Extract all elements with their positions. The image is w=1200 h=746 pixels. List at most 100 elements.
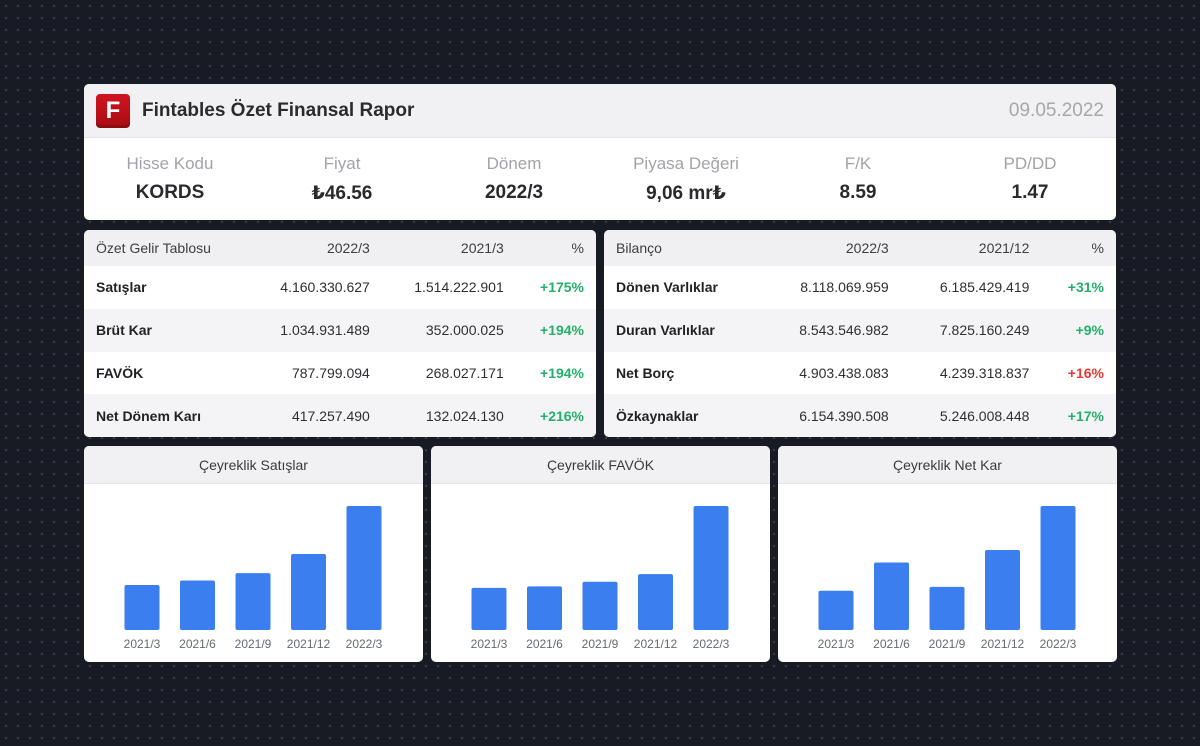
change-percent: +17% xyxy=(1067,407,1104,424)
x-tick-label: 2021/6 xyxy=(873,637,910,651)
column-header: 2022/3 xyxy=(845,240,889,256)
metric-label: F/K xyxy=(844,154,872,173)
metric-value: KORDS xyxy=(135,182,205,203)
chart-title: Çeyreklik Net Kar xyxy=(778,446,1117,484)
x-tick-label: 2022/3 xyxy=(1040,637,1077,651)
chart-bar xyxy=(346,506,382,630)
table-row: Dönen Varlıklar 8.118.069.959 6.185.429.41… xyxy=(604,266,1116,309)
chart-bar xyxy=(527,586,562,630)
income-statement-table: Özet Gelir Tablosu 2022/3 2021/3 % Satış… xyxy=(84,230,596,437)
current-value: 417.257.490 xyxy=(291,407,370,424)
metric-pe: F/K 8.59 xyxy=(772,138,944,220)
column-header: Bilanço xyxy=(616,240,662,256)
chart-bar xyxy=(471,587,507,630)
row-label: Net Borç xyxy=(616,364,675,381)
metric-label: Fiyat xyxy=(323,153,361,173)
row-label: Satışlar xyxy=(96,279,147,296)
chart-bar xyxy=(1040,506,1076,630)
metric-stock-code: Hisse Kodu KORDS xyxy=(84,138,256,220)
x-tick-label: 2021/12 xyxy=(634,637,678,651)
chart-title: Çeyreklik Satışlar xyxy=(84,446,423,484)
chart-bar xyxy=(818,590,854,630)
quarterly-ebitda-chart-card: Çeyreklik FAVÖK 2021/3 2021/6 2021/9 2021/1… xyxy=(431,446,770,662)
table-row: Net Dönem Karı 417.257.490 132.024.130 +216… xyxy=(84,394,596,437)
row-label: Brüt Kar xyxy=(96,322,153,339)
current-value: 8.118.069.959 xyxy=(800,279,889,296)
change-percent: +9% xyxy=(1075,322,1104,339)
metric-market-cap: Piyasa Değeri 9,06 mr₺ xyxy=(600,138,772,220)
metric-label: Hisse Kodu xyxy=(126,154,214,173)
current-value: 4.160.330.627 xyxy=(280,279,370,296)
balance-sheet-card: Bilanço 2022/3 2021/12 % Dönen Varlıklar… xyxy=(604,230,1116,437)
balance-sheet-table: Bilanço 2022/3 2021/12 % Dönen Varlıklar… xyxy=(604,230,1116,437)
metric-value: 9,06 mr₺ xyxy=(646,182,726,204)
row-label: FAVÖK xyxy=(96,364,144,381)
x-tick-label: 2021/9 xyxy=(582,637,619,651)
change-percent: +216% xyxy=(540,407,584,424)
table-row: Satışlar 4.160.330.627 1.514.222.901 +175% xyxy=(84,266,596,309)
quarterly-net-profit-chart-card: Çeyreklik Net Kar 2021/3 2021/6 2021/9 2021… xyxy=(778,446,1117,662)
table-row: Duran Varlıklar 8.543.546.982 7.825.160.24… xyxy=(604,308,1116,352)
chart-bar xyxy=(235,573,271,630)
x-tick-label: 2021/9 xyxy=(929,637,966,651)
x-tick-label: 2022/3 xyxy=(693,637,730,651)
x-tick-label: 2021/3 xyxy=(124,637,161,651)
previous-value: 1.514.222.901 xyxy=(414,279,504,296)
chart-bar xyxy=(180,580,215,630)
x-tick-label: 2022/3 xyxy=(346,637,383,651)
change-percent: +31% xyxy=(1067,279,1104,296)
column-header: 2022/3 xyxy=(326,240,370,256)
chart-bar xyxy=(291,553,326,630)
previous-value: 132.024.130 xyxy=(425,407,504,424)
change-percent: +194% xyxy=(540,364,584,381)
table-header-row: Bilanço 2022/3 2021/12 % xyxy=(604,230,1116,266)
quarterly-sales-chart-card: Çeyreklik Satışlar 2021/3 2021/6 2021/9 202… xyxy=(84,446,423,662)
row-label: Özkaynaklar xyxy=(616,407,699,424)
previous-value: 6.185.429.419 xyxy=(939,279,1030,296)
x-tick-label: 2021/6 xyxy=(179,637,216,651)
chart-bar xyxy=(929,586,965,630)
metric-value: 8.59 xyxy=(839,182,877,203)
chart-bar xyxy=(582,581,618,630)
fintables-logo-icon: F xyxy=(96,93,130,128)
row-label: Net Dönem Karı xyxy=(96,407,202,424)
current-value: 6.154.390.508 xyxy=(799,407,889,424)
table-row: FAVÖK 787.799.094 268.027.171 +194% xyxy=(84,352,596,395)
previous-value: 352.000.025 xyxy=(425,322,504,339)
column-header: % xyxy=(571,240,584,256)
metric-value: ₺46.56 xyxy=(311,182,373,204)
change-percent: +175% xyxy=(540,279,584,296)
chart-bar xyxy=(874,562,909,630)
metric-pb: PD/DD 1.47 xyxy=(944,138,1116,220)
metric-label: Dönem xyxy=(486,154,542,173)
current-value: 1.034.931.489 xyxy=(280,322,370,339)
quarterly-ebitda-chart: 2021/3 2021/6 2021/9 2021/12 2022/3 xyxy=(471,506,730,651)
column-header: 2021/3 xyxy=(460,240,504,256)
metric-label: Piyasa Değeri xyxy=(633,153,739,173)
report-date: 09.05.2022 xyxy=(1008,99,1104,121)
summary-metrics: Hisse Kodu KORDS Fiyat ₺46.56 Dönem 2022… xyxy=(84,138,1116,220)
change-percent: +194% xyxy=(540,322,584,339)
x-tick-label: 2021/12 xyxy=(287,637,331,651)
quarterly-sales-chart: 2021/3 2021/6 2021/9 2021/12 2022/3 xyxy=(124,506,383,651)
current-value: 8.543.546.982 xyxy=(799,322,889,339)
report-header-card: F Fintables Özet Finansal Rapor 09.05.20… xyxy=(84,84,1116,220)
metric-label: PD/DD xyxy=(1003,154,1057,173)
x-tick-label: 2021/3 xyxy=(471,637,508,651)
previous-value: 4.239.318.837 xyxy=(939,364,1030,381)
current-value: 4.903.438.083 xyxy=(799,364,889,381)
chart-bar xyxy=(985,550,1020,630)
report-title: Fintables Özet Finansal Rapor xyxy=(142,99,415,121)
previous-value: 268.027.171 xyxy=(425,364,504,381)
chart-bar xyxy=(638,574,673,630)
x-tick-label: 2021/6 xyxy=(526,637,563,651)
income-statement-card: Özet Gelir Tablosu 2022/3 2021/3 % Satış… xyxy=(84,230,596,437)
quarterly-net-profit-chart: 2021/3 2021/6 2021/9 2021/12 2022/3 xyxy=(818,506,1077,651)
x-tick-label: 2021/12 xyxy=(981,637,1025,651)
column-header: 2021/12 xyxy=(978,240,1030,256)
current-value: 787.799.094 xyxy=(291,364,370,381)
metric-value: 2022/3 xyxy=(484,182,544,203)
metric-value: 1.47 xyxy=(1011,182,1049,203)
chart-bar xyxy=(693,506,729,630)
report-header-bar: F Fintables Özet Finansal Rapor 09.05.20… xyxy=(84,84,1116,138)
